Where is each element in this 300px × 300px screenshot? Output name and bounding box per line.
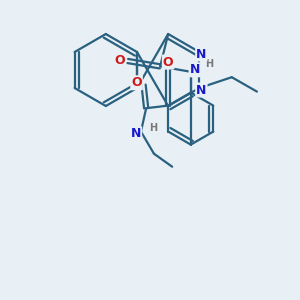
Text: O: O	[131, 76, 142, 89]
Text: N: N	[131, 127, 141, 140]
Text: H: H	[149, 123, 157, 133]
Text: N: N	[190, 63, 200, 76]
Text: H: H	[205, 59, 213, 69]
Text: O: O	[115, 55, 125, 68]
Text: N: N	[196, 83, 206, 97]
Text: N: N	[196, 47, 206, 61]
Text: O: O	[163, 56, 173, 68]
